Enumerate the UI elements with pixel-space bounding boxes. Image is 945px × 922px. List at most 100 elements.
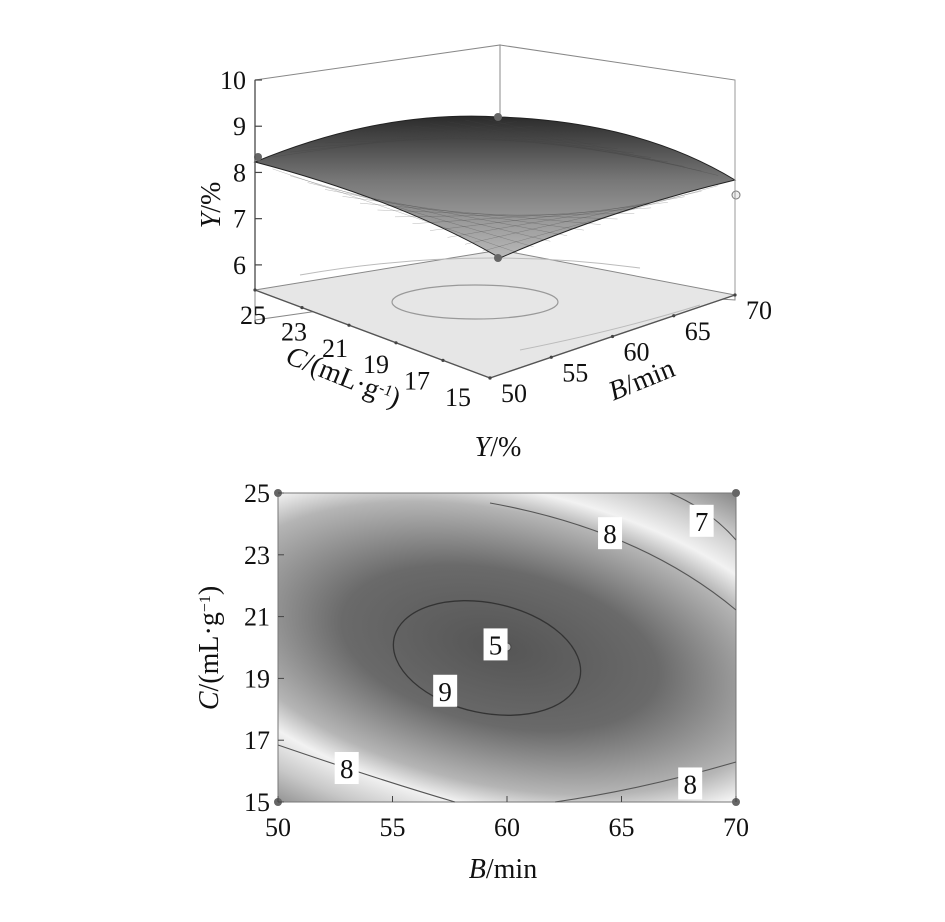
- z-axis-label: Y/%: [196, 182, 227, 229]
- x-axis-label-var: B: [469, 854, 486, 885]
- floor-contour-inner: [391, 284, 559, 320]
- contour-label-text: 9: [438, 677, 452, 707]
- surface-mesh-line: [447, 121, 685, 167]
- surface-mesh-line: [412, 125, 652, 158]
- contour-label-bg: [689, 504, 714, 537]
- y-axis-label-sup: −1: [197, 595, 214, 612]
- b-tick-mark: [610, 334, 615, 339]
- b-tick-label: 50: [501, 379, 527, 408]
- contour-line-8-upper: [489, 502, 737, 611]
- y-tick-label: 23: [244, 541, 270, 570]
- corner-point-tr: [732, 489, 740, 497]
- y-axis-label-unit: /(mL·g: [194, 612, 225, 691]
- surface-mesh-line: [412, 207, 652, 224]
- b-tick-mark: [488, 376, 492, 380]
- contour-line-8-lower-left: [277, 744, 456, 803]
- surface-mesh-line: [464, 119, 702, 172]
- surface-mesh-line: [272, 121, 517, 158]
- x-tick-label: 60: [494, 813, 520, 842]
- contour-label: 8: [678, 767, 703, 800]
- z-axis-label-var: Y: [196, 209, 227, 228]
- surface-mesh-line: [482, 118, 719, 176]
- surface-mesh-line: [377, 131, 618, 149]
- c-tick-mark: [347, 323, 351, 327]
- c-axis-label-sup-3d: -1: [377, 379, 396, 400]
- surface-mesh-line: [394, 213, 635, 218]
- contour-label-text: 8: [603, 519, 617, 549]
- x-tick-label: 50: [265, 813, 291, 842]
- surface-caption: Y/%: [475, 432, 522, 463]
- c-axis-line: [254, 289, 491, 379]
- y-tick-label: 21: [244, 603, 270, 632]
- b-tick-label: 70: [746, 296, 772, 325]
- b-tick-label: 65: [685, 317, 711, 346]
- surface-mesh-line: [464, 190, 702, 245]
- contour-label-bg: [483, 628, 508, 661]
- surface-caption-var: Y: [475, 432, 494, 463]
- contour-label-text: 8: [683, 769, 697, 799]
- contour-label: 8: [598, 517, 623, 550]
- surface-mesh-line: [394, 128, 635, 154]
- contour-label-bg: [598, 517, 623, 550]
- z-tick-label: 6: [233, 251, 246, 280]
- contour-label: 9: [433, 674, 458, 707]
- b-tick-mark: [672, 314, 676, 318]
- y-axis-ticks: 15 17 19 21 23 25: [244, 479, 284, 817]
- surface-point-left: [254, 153, 262, 161]
- c-tick-mark: [394, 341, 398, 345]
- surface-point-bottom: [494, 254, 502, 262]
- floor-contour-outer: [299, 257, 641, 276]
- contour-label-bg: [678, 767, 703, 800]
- contour-label-text: 8: [340, 754, 354, 784]
- b-axis-ticks: 50 55 60 65 70: [488, 293, 772, 408]
- contour-plot: 8 7 5 9 8 8 50 55 60 65 70 15 17 19 21 23 25 B/min C/(…: [194, 479, 749, 885]
- z-tick-label: 7: [233, 205, 246, 234]
- surface-mesh-line: [429, 123, 668, 163]
- y-axis-label-var: C: [194, 691, 225, 710]
- contour-label-bg: [433, 674, 458, 707]
- y-axis-label-close: ): [194, 586, 225, 595]
- z-tick-label: 10: [220, 66, 246, 95]
- b-tick-label: 55: [562, 358, 588, 387]
- y-tick-label: 15: [244, 788, 270, 817]
- y-tick-label: 17: [244, 726, 270, 755]
- z-axis-label-unit: /%: [196, 182, 227, 213]
- surface-mesh-line: [482, 185, 719, 252]
- surface-mesh-line: [359, 134, 601, 145]
- b-tick-mark: [549, 355, 553, 359]
- contour-label: 5: [483, 628, 508, 661]
- y-tick-label: 19: [244, 664, 270, 693]
- b-tick-mark: [733, 293, 737, 297]
- floor-contour-outer-2: [519, 304, 701, 351]
- c-tick-label: 19: [363, 350, 389, 379]
- x-tick-label: 65: [609, 813, 635, 842]
- x-axis-label: B/min: [469, 854, 537, 885]
- contour-labels: 8 7 5 9 8 8: [334, 504, 714, 800]
- contour-label: 8: [334, 752, 359, 785]
- surface-mesh: [272, 118, 719, 253]
- surface-point-right: [731, 190, 741, 200]
- contour-line-9: [392, 600, 582, 716]
- c-tick-mark: [300, 306, 304, 310]
- surface-point-top: [494, 113, 502, 121]
- y-axis-label: C/(mL·g−1): [194, 586, 225, 710]
- c-tick-label: 15: [445, 383, 471, 412]
- x-tick-label: 55: [380, 813, 406, 842]
- c-tick-label: 23: [281, 317, 307, 346]
- surface-mesh-line: [342, 138, 584, 140]
- contour-line-8-lower-right: [554, 761, 737, 803]
- surface-mesh-line: [447, 196, 685, 238]
- contour-label-bg: [334, 752, 359, 785]
- contour-label-text: 5: [489, 630, 503, 660]
- c-tick-mark: [441, 358, 445, 362]
- contour-label: 7: [689, 504, 714, 537]
- c-axis-ticks: 25 23 21 19 17 15: [240, 288, 492, 412]
- x-axis-label-unit: /min: [486, 854, 537, 885]
- c-tick-mark: [253, 288, 257, 292]
- surface-mesh-line: [377, 209, 618, 220]
- z-tick-label: 8: [233, 158, 246, 187]
- surface-mesh-line: [429, 202, 668, 231]
